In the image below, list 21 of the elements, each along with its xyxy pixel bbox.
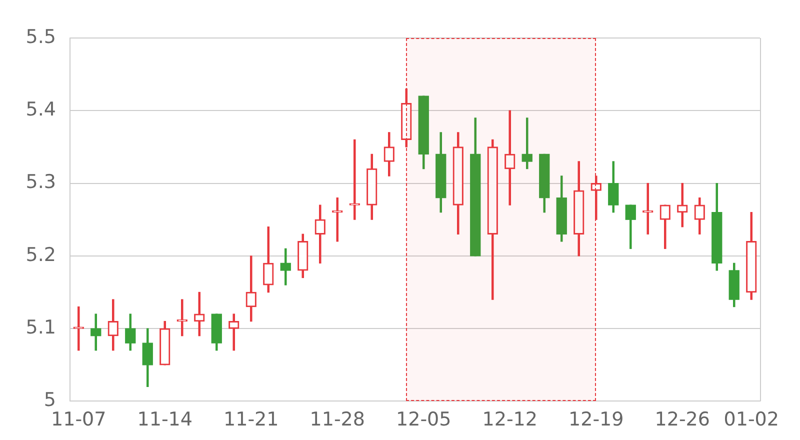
x-tick-label: 11-28: [310, 408, 365, 431]
candlestick: [677, 182, 688, 228]
x-tick-label: 12-26: [654, 408, 710, 431]
x-tick-label: 12-05: [396, 408, 452, 431]
candlestick: [590, 176, 602, 220]
x-tick-label: 12-19: [568, 408, 624, 431]
y-tick-label: 5.3: [26, 171, 56, 194]
candlestick: [522, 118, 532, 170]
y-tick-label: 5.5: [26, 26, 56, 48]
x-tick-label: 01-02: [724, 408, 779, 431]
x-tick-label: 11-14: [137, 408, 192, 431]
candlestick: [194, 292, 205, 336]
candlestick: [176, 299, 188, 336]
x-tick-label: 11-07: [51, 408, 106, 431]
y-tick-label: 5.4: [26, 98, 56, 121]
y-tick-label: 5: [44, 389, 56, 412]
x-tick-label: 11-21: [224, 408, 279, 431]
y-tick-label: 5.2: [26, 244, 56, 266]
x-tick-label: 12-12: [482, 408, 538, 431]
y-tick-label: 5.1: [26, 316, 56, 338]
candlestick: [504, 110, 516, 206]
